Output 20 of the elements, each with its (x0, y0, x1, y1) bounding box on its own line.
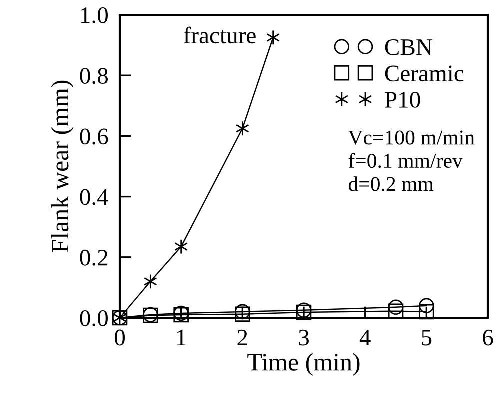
legend-label: CBN (385, 40, 432, 56)
y-tick-label: 0.4 (80, 189, 109, 206)
x-tick-label: 2 (238, 330, 248, 346)
legend-label: P10 (385, 92, 420, 108)
y-tick-label: 0.6 (80, 128, 108, 145)
x-tick-label: 5 (422, 330, 432, 346)
annotation: Vc=100 m/min f=0.1 mm/rev d=0.2 mm (348, 130, 475, 192)
y-tick-label: 1.0 (81, 7, 108, 24)
x-tick-label: 1 (178, 330, 186, 346)
y-axis-title: Flank wear (mm) (51, 80, 74, 253)
y-tick-label: 0.8 (80, 68, 108, 84)
y-tick-label: 0.2 (80, 250, 108, 266)
y-tick-label: 0.0 (80, 310, 108, 327)
legend-label: Ceramic (385, 66, 464, 82)
x-tick-label: 0 (114, 330, 126, 346)
x-tick-label: 4 (360, 330, 371, 346)
x-tick-label: 6 (483, 330, 494, 346)
x-axis-title: Time (min) (248, 353, 360, 376)
x-tick-label: 3 (299, 330, 309, 346)
annotation: fracture (184, 26, 256, 44)
